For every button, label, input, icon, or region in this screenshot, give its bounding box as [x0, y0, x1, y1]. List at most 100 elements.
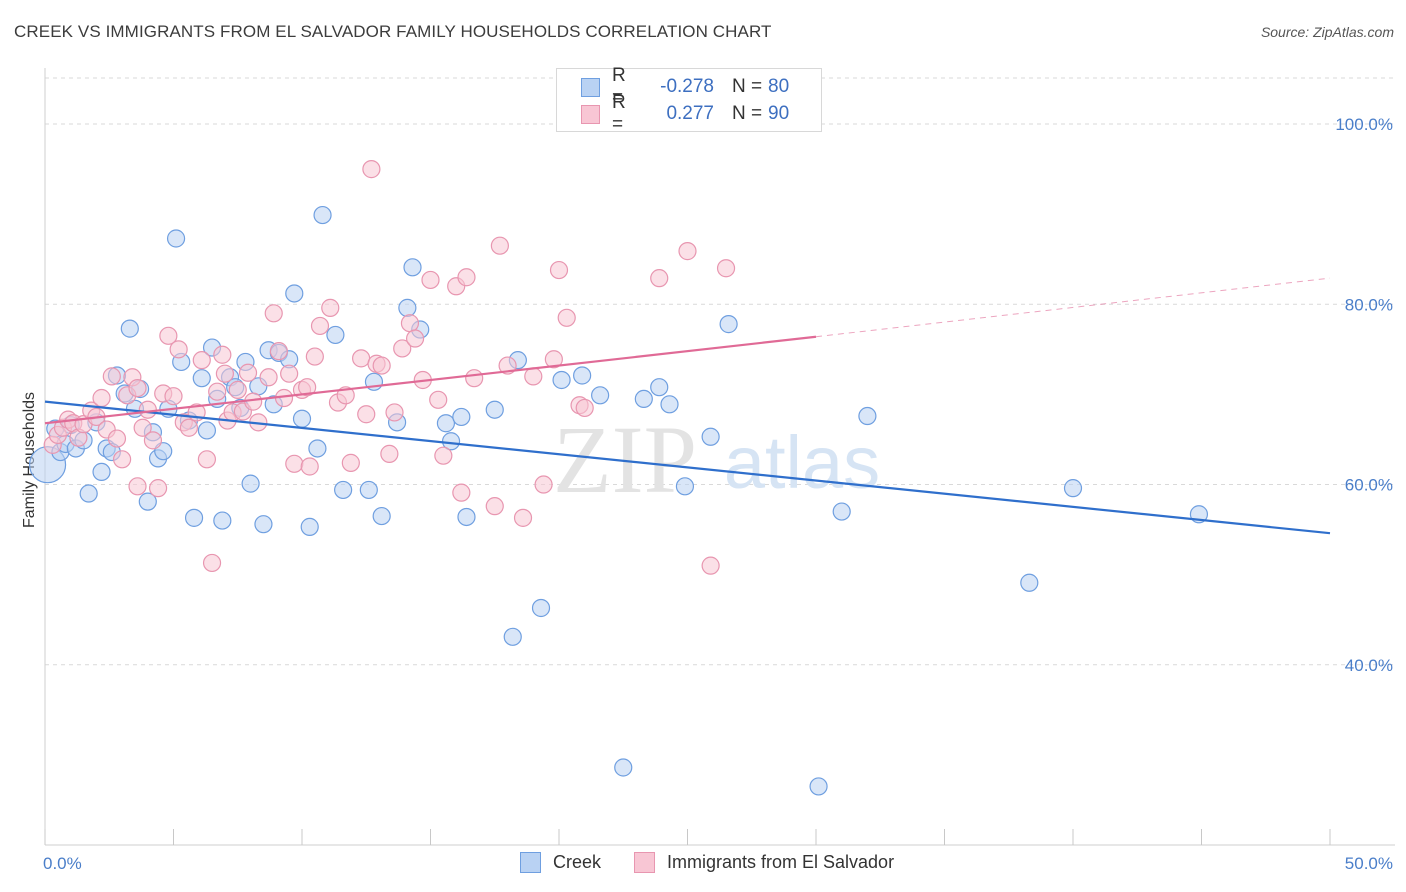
salvador-point [465, 369, 484, 388]
creek-point [452, 407, 471, 427]
salvador-point [102, 367, 121, 386]
creek-point [436, 414, 456, 433]
creek-point [403, 258, 422, 277]
correlation-legend: R = -0.278 N = 80 R = 0.277 N = 90 [556, 65, 822, 135]
salvador-point [352, 349, 371, 368]
creek-swatch [520, 852, 541, 873]
x-tick-label-min: 0.0% [43, 854, 82, 873]
salvador-point [393, 339, 412, 358]
salvador-point [310, 316, 330, 336]
creek-point [192, 369, 211, 388]
y-tick-label: 80.0% [1345, 295, 1393, 314]
creek-point [591, 386, 610, 405]
salvador-point [524, 367, 543, 386]
salvador-point [128, 477, 147, 496]
salvador-point [429, 390, 448, 409]
axes [44, 68, 1395, 846]
salvador-point [341, 453, 360, 472]
salvador-point [575, 398, 594, 418]
creek-point [1020, 573, 1039, 592]
salvador-points [43, 160, 736, 575]
salvador-point [148, 479, 168, 498]
salvador-point [213, 345, 232, 364]
salvador-swatch [634, 852, 655, 873]
creek-point [166, 229, 186, 248]
creek-point [313, 205, 332, 225]
salvador-point [179, 418, 199, 437]
salvador-point [285, 454, 304, 473]
chart-title: CREEK VS IMMIGRANTS FROM EL SALVADOR FAM… [14, 22, 772, 41]
creek-point [650, 378, 669, 397]
salvador-swatch [581, 104, 600, 124]
salvador-point [138, 400, 157, 419]
salvador-point [380, 444, 399, 463]
creek-point [398, 298, 417, 317]
salvador-point [269, 342, 288, 361]
creek-point [359, 480, 378, 500]
creek-point [300, 517, 319, 536]
salvador-point [452, 483, 471, 502]
r-label: R = [612, 65, 626, 108]
tick-labels: 40.0% 60.0% 80.0% 100.0% 0.0% 50.0% [43, 115, 1393, 873]
creek-point [92, 462, 111, 482]
salvador-point [259, 368, 278, 387]
creek-point [334, 480, 353, 500]
salvador-point [678, 242, 697, 261]
salvador-point [143, 431, 163, 450]
creek-point [531, 598, 551, 618]
creek-point [832, 502, 851, 521]
salvador-point [557, 308, 576, 327]
x-tick-label-max: 50.0% [1345, 854, 1393, 873]
source-note: Source: ZipAtlas.com [1260, 24, 1394, 40]
salvador-point [650, 269, 669, 288]
salvador-point [112, 450, 132, 469]
salvador-point [549, 260, 569, 280]
y-tick-label: 100.0% [1335, 115, 1393, 134]
r-value: 0.277 [666, 103, 714, 124]
salvador-point [305, 347, 324, 366]
salvador-point [321, 298, 340, 317]
creek-point [485, 400, 504, 419]
salvador-point [362, 160, 381, 179]
n-label: N = [732, 103, 763, 124]
creek-point [184, 508, 204, 527]
salvador-point [92, 388, 111, 408]
salvador-point [228, 380, 247, 399]
n-value: 90 [768, 103, 790, 124]
salvador-point [264, 304, 283, 323]
salvador-point [133, 418, 152, 437]
legend-row-creek: R = -0.278 N = 80 [581, 65, 789, 108]
salvador-point [513, 508, 533, 527]
salvador-point [457, 268, 476, 287]
salvador-trend-extension [815, 277, 1331, 338]
salvador-point [490, 236, 509, 255]
legend-row-salvador: R = 0.277 N = 90 [581, 92, 790, 135]
creek-point [254, 515, 273, 534]
legend-item-salvador: Immigrants from El Salvador [634, 852, 894, 873]
legend-label-creek: Creek [553, 852, 602, 872]
legend-label-salvador: Immigrants from El Salvador [667, 852, 895, 872]
salvador-point [485, 497, 504, 516]
creek-point [675, 477, 695, 496]
y-tick-label: 60.0% [1345, 476, 1393, 495]
creek-point [326, 325, 345, 345]
salvador-point [544, 350, 563, 369]
salvador-point [197, 450, 217, 469]
creek-point [858, 406, 877, 426]
salvador-point [208, 382, 227, 401]
series-legend: Creek Immigrants from El Salvador [0, 852, 1406, 878]
salvador-point [164, 387, 183, 406]
creek-point [285, 284, 304, 303]
legend-item-creek: Creek [520, 852, 601, 873]
salvador-point [202, 553, 222, 573]
salvador-trend-line [44, 335, 817, 425]
salvador-point [215, 364, 234, 383]
creek-point [1063, 479, 1083, 498]
creek-trend-line [44, 400, 1331, 535]
r-label: R = [612, 92, 626, 135]
creek-point [573, 366, 592, 385]
salvador-point [385, 403, 404, 422]
creek-point [719, 315, 738, 334]
creek-point [120, 319, 139, 338]
creek-point [197, 421, 217, 440]
